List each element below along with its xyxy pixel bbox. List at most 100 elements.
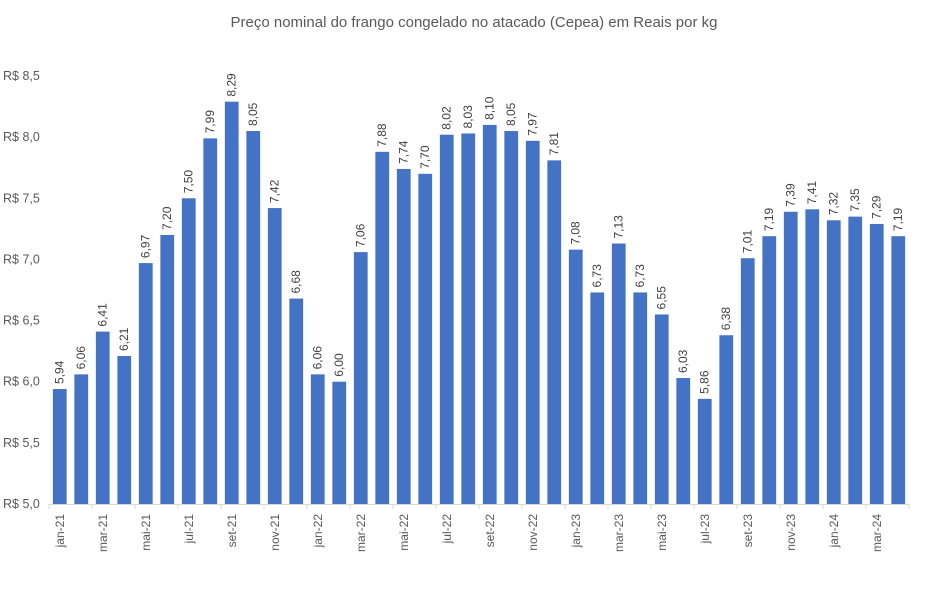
bar (891, 236, 906, 505)
data-label: 7,35 (848, 188, 862, 212)
bar (74, 374, 89, 504)
x-tick-label: nov-22 (526, 514, 540, 551)
bar (332, 381, 347, 504)
y-tick-label: R$ 5,5 (3, 436, 40, 450)
data-label: 6,97 (139, 234, 153, 258)
x-tick-label: jul-21 (182, 514, 196, 545)
data-label: 6,55 (655, 286, 669, 310)
bar (547, 160, 562, 504)
data-label: 6,21 (117, 327, 131, 351)
y-tick-label: R$ 7,5 (3, 191, 40, 205)
bar (805, 209, 820, 504)
data-label: 6,00 (332, 353, 346, 377)
data-label: 7,01 (741, 230, 755, 254)
y-tick-label: R$ 8,0 (3, 130, 40, 144)
data-label: 6,73 (590, 264, 604, 288)
data-label: 7,99 (203, 110, 217, 134)
data-label: 7,29 (870, 195, 884, 219)
bar (375, 151, 390, 504)
x-tick-label: mar-23 (612, 514, 626, 552)
x-tick-label: mar-21 (96, 514, 110, 552)
bar (289, 298, 304, 504)
bar (246, 131, 261, 504)
x-tick-label: mar-22 (354, 514, 368, 552)
bar (654, 314, 669, 504)
y-tick-label: R$ 5,0 (3, 497, 40, 511)
bar (633, 292, 648, 504)
data-label: 8,02 (440, 106, 454, 130)
x-tick-label: jan-21 (53, 514, 67, 549)
data-label: 7,42 (268, 179, 282, 203)
data-label: 7,08 (569, 221, 583, 245)
data-label: 8,10 (483, 96, 497, 120)
x-tick-label: jan-24 (827, 514, 841, 549)
data-label: 6,73 (633, 264, 647, 288)
data-label: 6,38 (719, 307, 733, 331)
bar (396, 168, 411, 505)
bar (52, 389, 67, 504)
data-label: 7,20 (160, 206, 174, 230)
data-labels: 5,94 6,06 6,41 6,21 6,97 7,20 7,50 7,99 8,29 8,05… (53, 73, 906, 394)
data-label: 7,19 (762, 208, 776, 232)
data-label: 7,06 (354, 223, 368, 247)
data-label: 8,29 (225, 73, 239, 97)
data-label: 7,32 (827, 192, 841, 216)
bar (719, 335, 734, 504)
data-label: 6,41 (96, 303, 110, 327)
x-tick-label: nov-23 (784, 514, 798, 551)
bar (418, 173, 433, 505)
bar (353, 252, 368, 504)
bar (869, 223, 884, 505)
data-label: 6,68 (289, 270, 303, 294)
bar (181, 198, 196, 505)
x-tick-label: mai-23 (655, 514, 669, 551)
x-tick-label: jul-22 (440, 514, 454, 545)
bar (504, 131, 519, 504)
data-label: 6,03 (676, 349, 690, 373)
x-axis: jan-21 mar-21 mai-21 jul-21 set-21 nov-21 jan-… (48, 504, 910, 552)
bar (676, 378, 691, 504)
x-tick-label: jan-22 (311, 514, 325, 549)
data-label: 7,41 (805, 181, 819, 205)
bar (848, 216, 863, 504)
x-tick-label: set-21 (225, 514, 239, 548)
bar (310, 374, 325, 504)
data-label: 7,50 (182, 170, 196, 194)
bar (740, 258, 755, 504)
y-tick-label: R$ 6,5 (3, 314, 40, 328)
data-label: 7,13 (612, 215, 626, 239)
bar (95, 331, 110, 504)
x-tick-label: set-22 (483, 514, 497, 548)
data-label: 7,74 (397, 140, 411, 164)
x-tick-label: mai-21 (139, 514, 153, 551)
chart-title: Preço nominal do frango congelado no ata… (231, 14, 718, 31)
bar (482, 124, 497, 505)
y-tick-label: R$ 8,5 (3, 69, 40, 83)
data-label: 5,94 (53, 360, 67, 384)
bar (826, 220, 841, 504)
data-label: 8,05 (504, 102, 518, 126)
bar (783, 211, 798, 505)
x-tick-label: jul-23 (698, 514, 712, 545)
bar (762, 236, 777, 505)
bar (267, 208, 282, 504)
bar (525, 140, 540, 504)
bar (461, 133, 476, 504)
y-axis: R$ 5,0 R$ 5,5 R$ 6,0 R$ 6,5 R$ 7,0 R$ 7,5 R$ 8… (3, 69, 40, 511)
data-label: 7,81 (547, 132, 561, 156)
bar (203, 138, 218, 504)
data-label: 8,03 (461, 105, 475, 129)
data-label: 7,70 (418, 145, 432, 169)
x-tick-label: mar-24 (870, 514, 884, 552)
data-label: 8,05 (246, 102, 260, 126)
bar (611, 243, 626, 504)
data-label: 5,86 (698, 370, 712, 394)
data-label: 7,19 (891, 208, 905, 232)
x-tick-label: set-23 (741, 514, 755, 548)
data-label: 7,97 (526, 112, 540, 136)
bar (160, 234, 175, 504)
data-label: 7,39 (784, 183, 798, 207)
bar (439, 134, 454, 504)
y-tick-label: R$ 6,0 (3, 375, 40, 389)
